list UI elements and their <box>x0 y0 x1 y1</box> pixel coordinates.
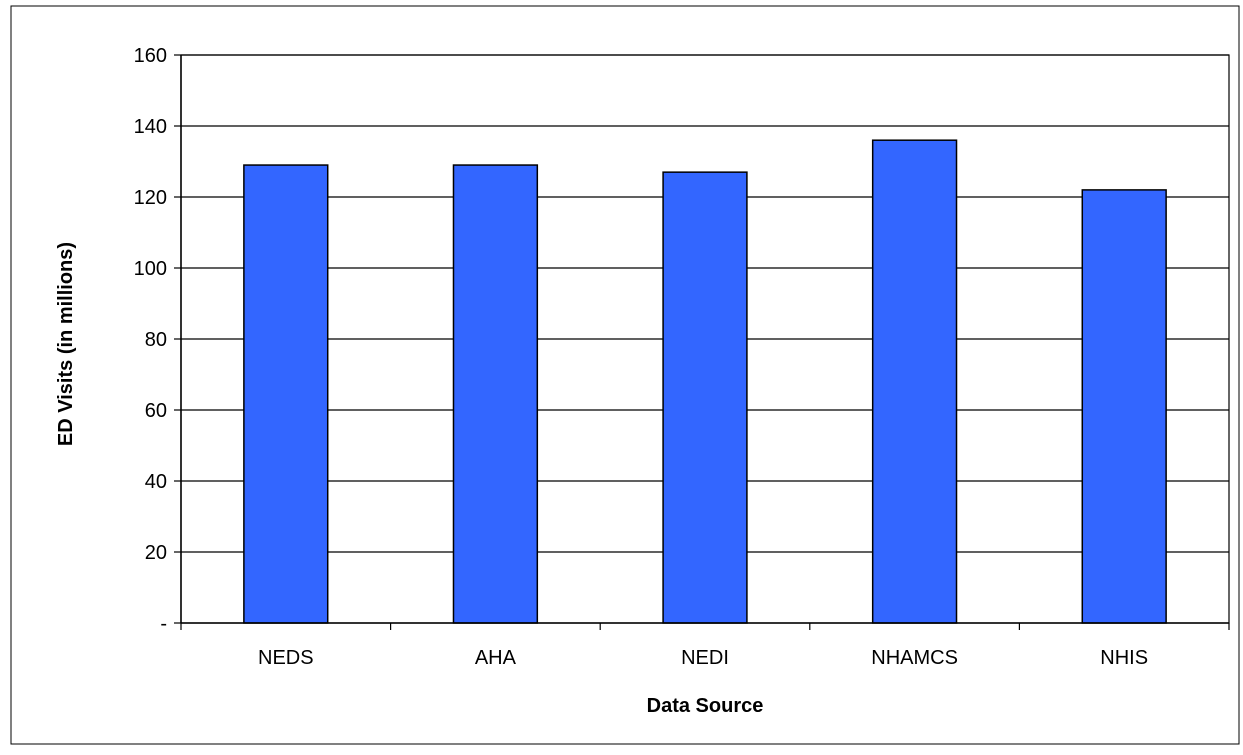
bar-nhamcs <box>871 139 958 624</box>
bars <box>243 139 1167 624</box>
bar-neds <box>243 164 329 624</box>
y-tick-label: - <box>160 613 167 635</box>
x-tick-label: NHAMCS <box>871 647 958 669</box>
x-tick-label: NEDI <box>681 647 729 669</box>
bar-nedi <box>662 171 748 624</box>
bar-nhis <box>1081 189 1167 624</box>
y-tick-label: 160 <box>134 45 167 67</box>
x-tick-label: AHA <box>475 647 517 669</box>
y-axis-title: ED Visits (in millions) <box>55 242 77 446</box>
y-tick-label: 100 <box>134 258 167 280</box>
y-tick-label: 120 <box>134 187 167 209</box>
y-tick-label: 140 <box>134 116 167 138</box>
tick-labels: - 20 40 60 80 100 120 140 160 NEDS AHA NEDI NHAMCS NH… <box>134 45 1148 669</box>
y-tick-label: 60 <box>145 400 167 422</box>
bar-aha <box>452 164 539 624</box>
x-axis-title: Data Source <box>647 695 764 717</box>
x-tick-label: NEDS <box>258 647 314 669</box>
y-tick-label: 80 <box>145 329 167 351</box>
chart-border <box>10 5 1240 745</box>
x-tick-label: NHIS <box>1100 647 1148 669</box>
y-tick-label: 20 <box>145 542 167 564</box>
y-tick-label: 40 <box>145 471 167 493</box>
axes <box>174 54 1230 630</box>
